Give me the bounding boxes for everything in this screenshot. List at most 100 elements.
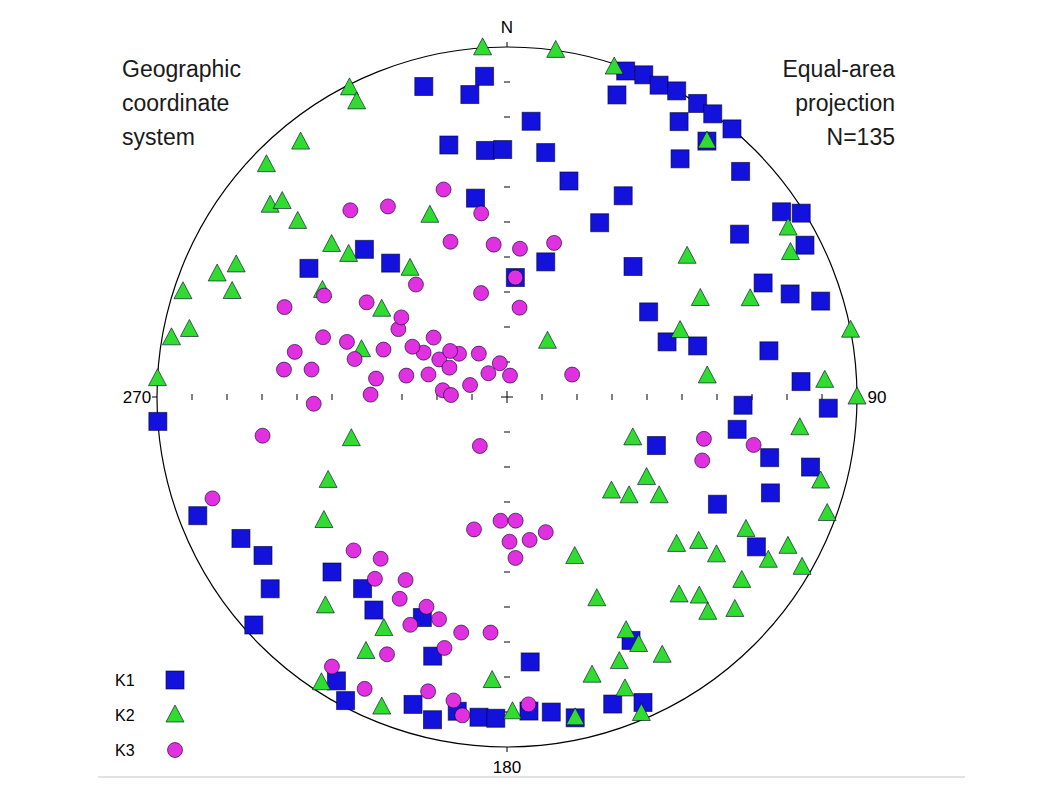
direction-label: N	[501, 18, 513, 37]
point	[508, 550, 523, 565]
dash	[504, 117, 510, 118]
point	[373, 299, 391, 316]
point	[493, 513, 508, 528]
dash	[647, 394, 648, 400]
point	[382, 254, 400, 272]
point	[317, 288, 332, 303]
point	[678, 246, 696, 263]
stereonet-chart: N90180270GeographiccoordinatesystemEqual…	[0, 0, 1058, 794]
dash	[504, 327, 510, 328]
point	[640, 303, 658, 321]
point	[624, 428, 642, 445]
point	[205, 491, 220, 506]
point	[324, 659, 339, 674]
point	[149, 412, 167, 430]
point	[647, 437, 665, 455]
legend-label: K3	[115, 742, 135, 759]
legend-marker	[168, 743, 183, 758]
point	[610, 652, 628, 669]
point	[602, 481, 620, 498]
point	[494, 141, 512, 159]
annotation: projection	[795, 90, 895, 116]
dash	[472, 394, 473, 400]
point	[690, 586, 708, 603]
point	[617, 621, 635, 638]
diameter-dashes	[192, 82, 822, 712]
point	[698, 132, 716, 150]
point	[376, 342, 391, 357]
point	[761, 484, 779, 502]
point	[670, 113, 688, 131]
dash	[402, 394, 403, 400]
point	[650, 76, 668, 94]
point	[737, 519, 755, 536]
point	[696, 431, 711, 446]
dash	[504, 432, 510, 433]
point	[691, 288, 709, 305]
series-k3	[205, 182, 761, 723]
point	[668, 534, 686, 551]
point	[471, 346, 486, 361]
point	[261, 580, 279, 598]
background	[0, 0, 1058, 794]
point	[698, 366, 716, 383]
point	[474, 286, 489, 301]
annotation: Geographic	[122, 56, 241, 82]
dash	[504, 677, 510, 678]
dash	[504, 222, 510, 223]
point	[355, 240, 373, 258]
point	[512, 241, 527, 256]
point	[760, 342, 778, 360]
point	[323, 563, 341, 581]
point	[708, 495, 726, 513]
point	[522, 532, 537, 547]
point	[415, 77, 433, 95]
point	[816, 370, 834, 387]
point	[486, 237, 501, 252]
dash	[297, 394, 298, 400]
point	[148, 369, 166, 386]
point	[632, 704, 650, 721]
point	[327, 672, 345, 690]
point	[741, 289, 759, 306]
point	[802, 458, 820, 476]
legend: K1K2K3	[115, 671, 184, 759]
point	[392, 591, 407, 606]
dash	[682, 394, 683, 400]
point	[476, 67, 494, 85]
center-cross	[507, 391, 508, 403]
dash	[787, 394, 788, 400]
dash	[717, 394, 718, 400]
point	[340, 244, 358, 261]
dash	[504, 607, 510, 608]
point	[818, 504, 836, 521]
point	[503, 368, 518, 383]
point	[616, 679, 634, 696]
direction-tick	[507, 747, 508, 752]
point	[690, 531, 708, 548]
point	[174, 282, 192, 299]
point	[476, 141, 494, 159]
point	[671, 150, 689, 168]
point	[421, 684, 436, 699]
point	[343, 203, 358, 218]
point	[506, 269, 524, 287]
point	[423, 711, 441, 729]
point	[604, 695, 622, 713]
point	[426, 330, 441, 345]
point	[189, 507, 207, 525]
point	[380, 199, 395, 214]
point	[638, 468, 656, 485]
point	[401, 258, 419, 275]
point	[316, 596, 334, 613]
point	[650, 486, 668, 503]
point	[522, 112, 540, 130]
legend-label: K1	[115, 672, 135, 689]
point	[369, 371, 384, 386]
point	[347, 352, 362, 367]
point	[819, 399, 837, 417]
dash	[504, 82, 510, 83]
point	[474, 38, 492, 55]
dash	[612, 394, 613, 400]
point	[180, 319, 198, 336]
